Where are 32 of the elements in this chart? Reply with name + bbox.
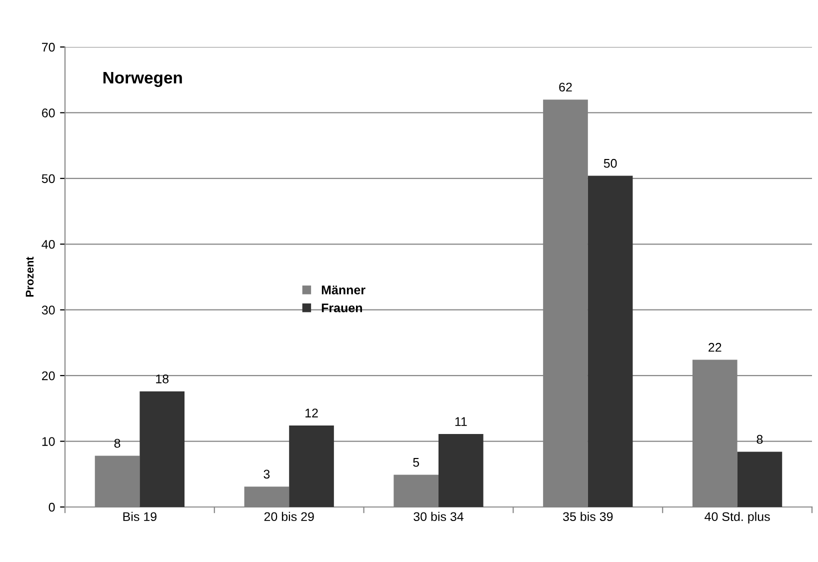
data-label: 22: [708, 342, 722, 352]
bar: [438, 434, 484, 507]
x-tick-label: 20 bis 29: [264, 512, 314, 522]
text: Norwegen: [103, 72, 182, 87]
bar: [289, 426, 334, 507]
legend-label: Frauen: [322, 304, 362, 312]
y-tick-label: 40: [42, 240, 55, 249]
data-label: 62: [559, 82, 572, 92]
data-label: 11: [455, 417, 467, 426]
data-label: 8: [114, 438, 120, 448]
data-label: 5: [413, 458, 420, 467]
bar: [588, 176, 633, 507]
x-tick-label: 30 bis 34: [414, 512, 464, 522]
y-tick-label: 50: [42, 174, 55, 184]
x-tick-label: 35 bis 39: [563, 512, 613, 522]
y-tick-label: 0: [48, 502, 55, 512]
data-label: 3: [264, 470, 270, 479]
legend-label: Männer: [322, 286, 366, 294]
data-label: 12: [306, 408, 318, 418]
y-tick-label: 30: [42, 306, 55, 315]
y-axis-title: Prozent: [26, 256, 34, 297]
data-label: 50: [604, 158, 617, 168]
bar: [140, 391, 185, 507]
bar: [737, 452, 782, 507]
x-tick-label: 40 Std. plus: [704, 512, 770, 524]
data-label: 8: [756, 434, 763, 444]
data-label: 18: [156, 374, 169, 384]
y-tick-label: 60: [42, 108, 55, 118]
x-tick-label: Bis 19: [123, 512, 156, 522]
y-tick-label: 70: [42, 42, 55, 52]
y-tick-label: 20: [42, 371, 55, 380]
y-tick-label: 10: [42, 437, 55, 446]
